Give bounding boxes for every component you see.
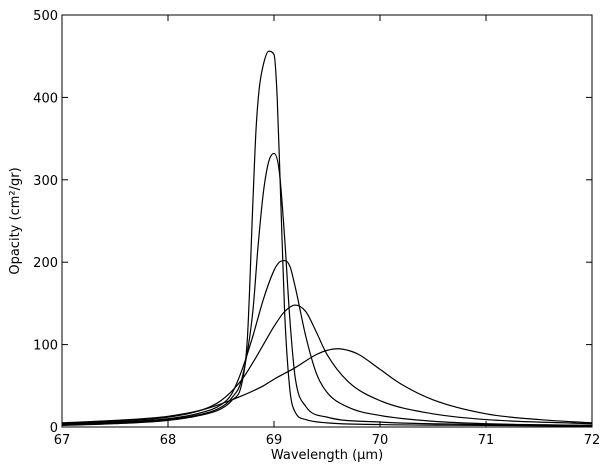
x-axis: 67 68 69 70 71 72 [54, 15, 600, 448]
series-line-4 [61, 304, 593, 425]
x-tick-label: 68 [160, 433, 177, 448]
x-tick-label: 69 [266, 433, 283, 448]
y-tick-label: 300 [33, 174, 58, 189]
series-line-3 [61, 259, 593, 426]
plot-frame [61, 14, 593, 428]
x-tick-label: 67 [54, 433, 71, 448]
series-layer [61, 50, 593, 427]
y-axis: 0 100 200 300 400 500 [33, 9, 592, 436]
x-axis-label: Wavelength (μm) [271, 448, 383, 463]
y-tick-label: 100 [33, 339, 58, 354]
y-tick-label: 500 [33, 9, 58, 24]
x-tick-label: 72 [584, 433, 600, 448]
x-tick-label: 70 [372, 433, 389, 448]
series-line-2 [61, 152, 593, 426]
y-axis-label: Opacity (cm²/gr) [8, 167, 23, 274]
x-tick-label: 71 [478, 433, 495, 448]
y-tick-label: 400 [33, 91, 58, 106]
series-line-1 [61, 50, 593, 427]
y-tick-label: 0 [50, 421, 58, 436]
series-line-5 [61, 348, 593, 424]
y-tick-label: 200 [33, 256, 58, 271]
